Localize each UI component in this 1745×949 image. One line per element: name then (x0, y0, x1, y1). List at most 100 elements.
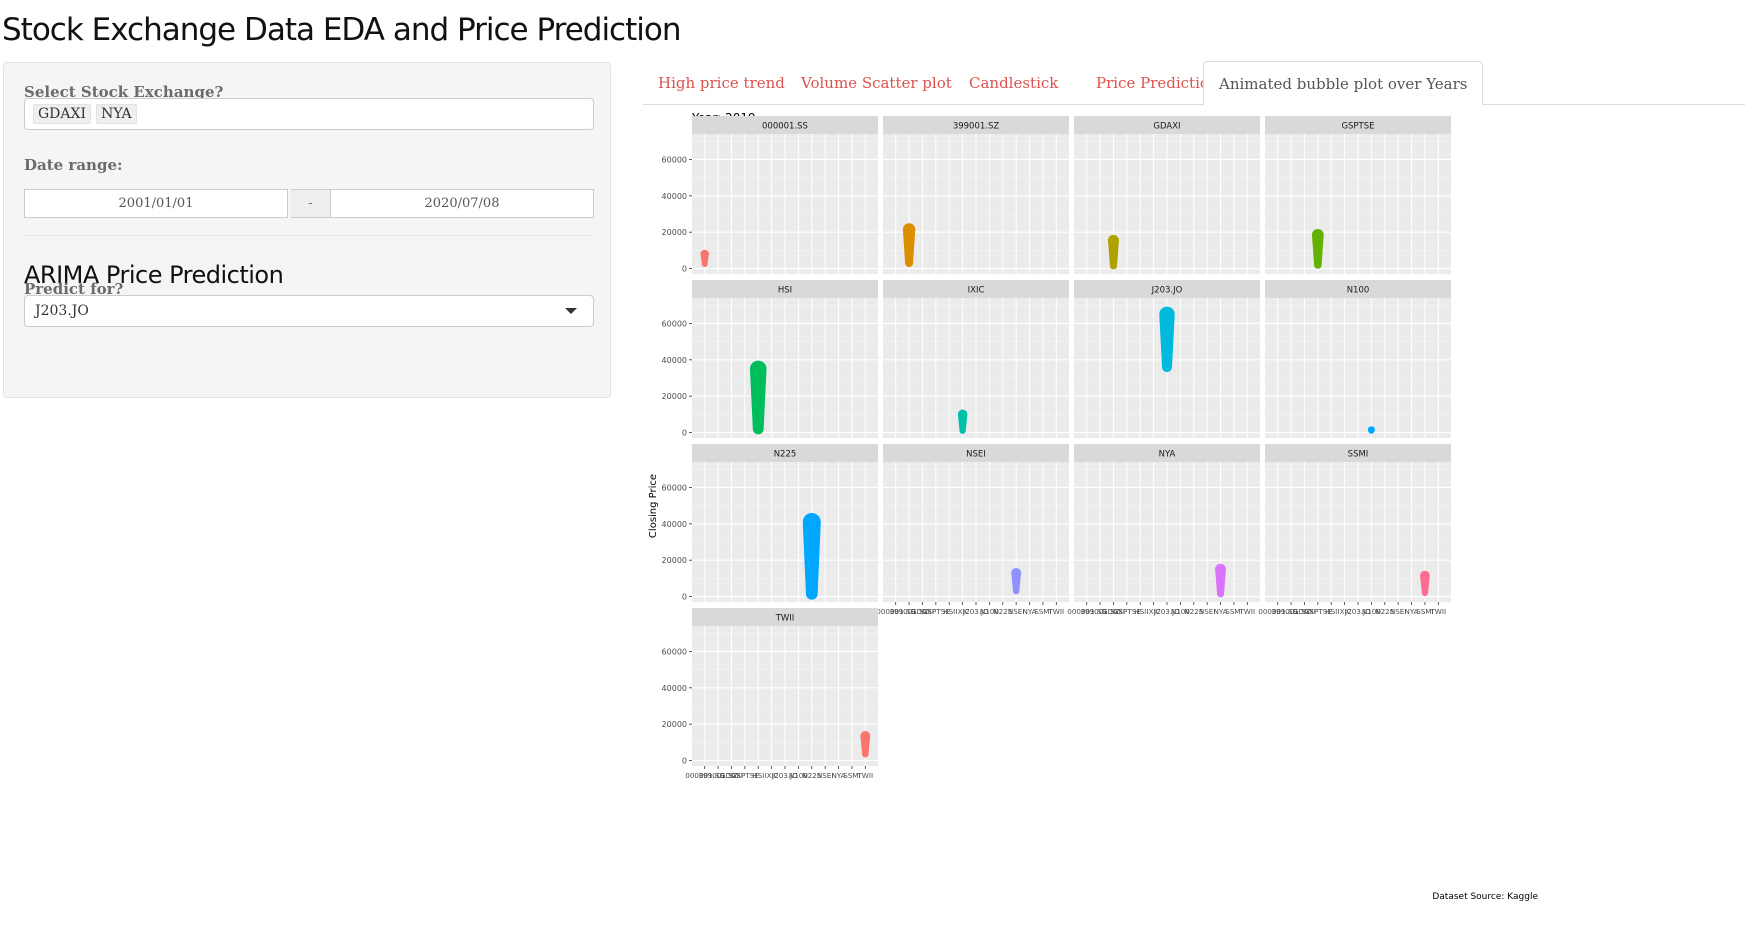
x-tick-label: N225 (1375, 607, 1394, 616)
x-tick-label: GDAXI (911, 607, 934, 616)
x-tick-label: GSPTSE (1113, 607, 1141, 616)
bubble-plot-chart: Year: 2019 Closing Price Dataset Source:… (648, 111, 1538, 902)
sidebar-divider (24, 235, 594, 236)
y-tick-label: 20000 (662, 392, 687, 401)
y-tick-label: 60000 (662, 483, 687, 492)
facet-strip (1265, 116, 1451, 134)
facet-strip-label: NYA (1159, 450, 1176, 460)
facet-strip-label: N100 (1347, 286, 1370, 296)
x-tick-label: HSI (752, 771, 764, 780)
x-tick-label: NYA (1404, 607, 1418, 616)
facet-strip-label: IXIC (968, 286, 985, 296)
bubble-point (1421, 589, 1429, 597)
facet-strip-label: 399001.SZ (953, 122, 1000, 132)
tab-animated-bubble-plot[interactable]: Animated bubble plot over Years (1203, 61, 1484, 106)
x-tick-label: HSI (1134, 607, 1146, 616)
y-tick-label: 0 (682, 593, 687, 602)
x-tick-label: TWII (856, 771, 873, 780)
facet-strip (883, 444, 1069, 462)
facet-strip (692, 444, 878, 462)
facet-strip (692, 116, 878, 134)
facet-strip (1074, 444, 1260, 462)
x-tick-label: GDAXI (720, 771, 743, 780)
x-tick-label: IXIC (956, 607, 970, 616)
x-tick-label: N100 (1171, 607, 1191, 616)
bubble-point (905, 259, 914, 268)
selected-exchange-chip[interactable]: NYA (96, 104, 137, 124)
x-tick-label: HSI (943, 607, 955, 616)
x-tick-label: N100 (789, 771, 809, 780)
y-tick-label: 0 (682, 265, 687, 274)
x-tick-label: 000001.SS (1258, 607, 1297, 616)
x-tick-label: IXIC (1147, 607, 1161, 616)
tab-high-price-trend[interactable]: High price trend (658, 74, 785, 92)
x-tick-label: J203.JO (1344, 607, 1371, 616)
x-tick-label: NSEI (817, 771, 834, 780)
bubble-point (1109, 262, 1118, 270)
y-tick-label: 60000 (662, 647, 687, 656)
tab-volume-scatter-plot[interactable]: Volume Scatter plot (801, 74, 952, 92)
exchange-multiselect[interactable]: GDAXI NYA (24, 98, 594, 130)
y-tick-label: 40000 (662, 192, 687, 201)
x-tick-label: NSEI (1390, 607, 1407, 616)
y-tick-label: 40000 (662, 520, 687, 529)
y-tick-label: 0 (682, 757, 687, 766)
date-start-input[interactable]: 2001/01/01 (24, 189, 288, 218)
date-range-label: Date range: (24, 156, 123, 174)
x-tick-label: NYA (1022, 607, 1036, 616)
x-tick-label: GDAXI (1293, 607, 1316, 616)
x-tick-label: TWII (1238, 607, 1255, 616)
x-tick-label: TWII (1429, 607, 1446, 616)
selected-exchange-chip[interactable]: GDAXI (33, 104, 92, 124)
facet-strip (692, 280, 878, 298)
date-separator: - (291, 189, 330, 218)
x-tick-label: NYA (831, 771, 845, 780)
x-tick-label: J203.JO (1153, 607, 1180, 616)
x-tick-label: NSEI (1008, 607, 1025, 616)
tab-candlestick[interactable]: Candlestick (969, 74, 1059, 92)
x-tick-label: 399001.SZ (698, 771, 737, 780)
x-tick-label: SSMI (1225, 607, 1242, 616)
facet-strip (1265, 444, 1451, 462)
exchange-select-label: Select Stock Exchange? (24, 83, 224, 101)
x-tick-label: 399001.SZ (889, 607, 928, 616)
predict-for-select[interactable]: J203.JO (24, 295, 594, 327)
facet-strip (883, 116, 1069, 134)
chevron-down-icon (565, 308, 577, 314)
tab-price-prediction[interactable]: Price Prediction (1096, 74, 1219, 92)
bubble-point (1161, 362, 1173, 373)
facet-strip (692, 608, 878, 626)
bubble-point (805, 587, 818, 600)
facet-strip-label: J203.JO (1151, 286, 1183, 296)
facet-strip-label: N225 (774, 450, 797, 460)
y-tick-label: 60000 (662, 155, 687, 164)
x-tick-label: 399001.SZ (1271, 607, 1310, 616)
x-tick-label: GSPTSE (1304, 607, 1332, 616)
facet-strip-label: GDAXI (1153, 122, 1180, 132)
x-tick-label: NSEI (1199, 607, 1216, 616)
date-end-input[interactable]: 2020/07/08 (330, 189, 594, 218)
facet-strip-label: GSPTSE (1341, 122, 1374, 132)
y-tick-label: 40000 (662, 684, 687, 693)
facet-strip-label: 000001.SS (762, 122, 808, 132)
tab-bar: High price trend Volume Scatter plot Can… (643, 61, 1745, 106)
x-tick-label: TWII (1047, 607, 1064, 616)
facet-strip-label: HSI (778, 286, 792, 296)
x-tick-label: SSMI (1034, 607, 1051, 616)
y-tick-label: 40000 (662, 356, 687, 365)
x-tick-label: J203.JO (962, 607, 989, 616)
bubble-point (1216, 590, 1225, 598)
x-tick-label: GSPTSE (922, 607, 950, 616)
bubble-point (752, 423, 764, 435)
app-title: Stock Exchange Data EDA and Price Predic… (2, 12, 681, 48)
x-tick-label: IXIC (765, 771, 779, 780)
x-tick-label: N100 (1362, 607, 1382, 616)
x-tick-label: N225 (993, 607, 1012, 616)
x-tick-label: SSMI (1416, 607, 1433, 616)
y-tick-label: 20000 (662, 720, 687, 729)
x-tick-label: IXIC (1338, 607, 1352, 616)
bubble-point (1314, 261, 1322, 269)
x-tick-label: HSI (1325, 607, 1337, 616)
x-tick-label: SSMI (843, 771, 860, 780)
facet-strip (1074, 116, 1260, 134)
